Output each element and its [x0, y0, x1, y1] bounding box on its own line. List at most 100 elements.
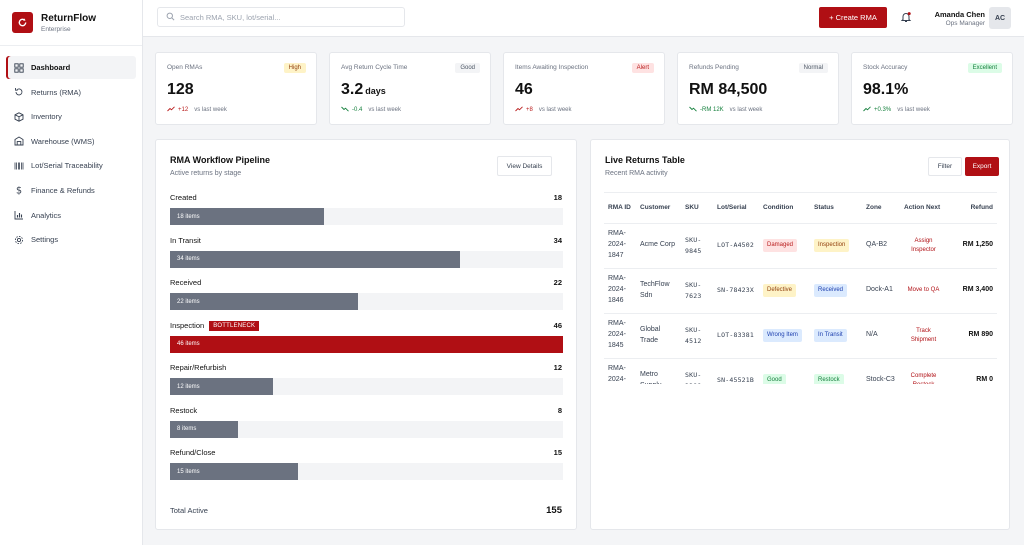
customer-cell: TechFlow Sdn [636, 268, 681, 314]
returns-table-wrap[interactable]: RMA ID Customer SKU Lot/Serial Condition Stat… [604, 192, 997, 384]
stage-name: Restock [170, 405, 198, 415]
pipeline-title: RMA Workflow Pipeline [170, 155, 271, 165]
next-action-link[interactable]: Track Shipment [910, 328, 937, 343]
stage-bar-inspection[interactable]: 46 items [170, 335, 563, 353]
rma-id-cell-text: RMA-2024-1845 [608, 320, 626, 349]
kpi-value: 98.1% [863, 81, 908, 99]
condition-badge: Good [763, 374, 786, 384]
returns-subtitle: Recent RMA activity [605, 170, 668, 177]
user-role: Ops Manager [945, 20, 985, 27]
sidebar-item-finance-refunds[interactable]: $ Finance & Refunds [6, 179, 136, 202]
column-header: Status [810, 193, 862, 224]
stage-bar-in-transit[interactable]: 34 items [170, 250, 460, 268]
condition-cell: Damaged [759, 223, 810, 269]
dashboard-icon [14, 62, 24, 73]
stage-bar-repair-refurbish[interactable]: 12 items [170, 378, 273, 395]
total-active-value: 155 [546, 505, 562, 516]
status-cell: Inspection [810, 223, 862, 269]
sku-cell-text: SKU-3389 [685, 371, 702, 384]
stage-name: Created [170, 193, 197, 202]
kpi-title: Refunds Pending [689, 64, 739, 71]
create-rma-button[interactable]: + Create RMA [819, 7, 887, 28]
action-cell: Assign Inspector [900, 223, 947, 269]
sidebar-item-inventory[interactable]: Inventory [6, 105, 136, 128]
sidebar-item-analytics[interactable]: Analytics [6, 204, 136, 227]
rma-id-cell-text: RMA-2024-1844 [608, 365, 626, 384]
kpi-compare: vs last week [194, 107, 227, 113]
kpi-delta: -0.4 vs last week [341, 106, 401, 114]
kpi-compare: vs last week [538, 107, 572, 113]
kpi-value-number: 98.1% [863, 81, 909, 98]
kpi-delta-value: -RM 12K [700, 107, 724, 113]
sidebar-item-settings[interactable]: Settings [6, 228, 136, 251]
kpi-title: Stock Accuracy [863, 64, 908, 71]
stage-bar-track: 34 items [170, 250, 563, 268]
sidebar-item-label: Returns (RMA) [31, 87, 82, 97]
returns-panel: Live Returns Table Recent RMA activity F… [590, 139, 1010, 530]
status-badge: Normal [798, 63, 828, 73]
stage-bar-created[interactable]: 18 items [170, 208, 324, 225]
stage-name: Refund/Close [170, 448, 216, 457]
stage-label-inspection: Inspection BOTTLENECK [170, 320, 260, 331]
column-header: Action Next [900, 193, 947, 224]
lot-serial-cell-text: LOT-A4502 [717, 241, 755, 250]
condition-badge: Defective [763, 284, 797, 297]
kpi-compare: vs last week [368, 107, 402, 113]
filter-button[interactable]: Filter [928, 157, 962, 176]
export-button[interactable]: Export [965, 157, 999, 176]
rma-id-cell: RMA-2024-1847 [604, 223, 636, 269]
stage-label-refund-close: Refund/Close [170, 448, 215, 457]
kpi-delta-value: -0.4 [352, 107, 363, 113]
status-badge: In Transit [814, 329, 847, 342]
trend-down-icon [341, 106, 349, 114]
stage-bar-received[interactable]: 22 items [170, 293, 358, 310]
search-input[interactable] [180, 12, 390, 22]
stage-bar-track: 22 items [170, 293, 563, 310]
table-row[interactable]: RMA-2024-1844 Metro Supply SKU-3389 SN-4552… [604, 358, 997, 384]
avatar[interactable]: AC [989, 7, 1011, 29]
stage-count: 18 [553, 193, 562, 202]
stage-count: 12 [553, 363, 562, 372]
next-action-link[interactable]: Assign Inspector [911, 238, 936, 253]
lot-serial-cell-text: LOT-83381 [717, 331, 755, 340]
kpi-delta: +8 vs last week [515, 106, 572, 114]
zone-cell-text: Dock-A1 [866, 286, 893, 294]
returns-title: Live Returns Table [605, 155, 685, 165]
kpi-delta-value: +8 [526, 107, 533, 113]
status-badge: Inspection [814, 239, 850, 252]
table-row[interactable]: RMA-2024-1845 Global Trade SKU-4512 LOT-833… [604, 313, 997, 359]
lot-serial-cell: SN-45521B [713, 358, 759, 384]
action-cell: Move to QA [900, 268, 947, 314]
stage-bar-track: 15 items [170, 463, 563, 480]
sidebar-item-lot-serial-traceability[interactable]: Lot/Serial Traceability [6, 154, 136, 177]
kpi-card: Refunds Pending Normal RM 84,500 -RM 12K vs … [677, 52, 839, 125]
view-details-button[interactable]: View Details [497, 156, 552, 176]
condition-cell: Wrong Item [759, 313, 810, 359]
sku-cell: SKU-4512 [681, 313, 713, 359]
kpi-value-number: 46 [515, 81, 533, 98]
bell-icon[interactable] [900, 11, 912, 23]
kpi-value-number: RM 84,500 [689, 81, 768, 98]
column-header: SKU [681, 193, 713, 224]
kpi-compare: vs last week [897, 107, 930, 113]
returns-icon [14, 87, 24, 97]
table-row[interactable]: RMA-2024-1846 TechFlow Sdn SKU-7623 SN-7842… [604, 268, 997, 314]
stage-count: 46 [553, 320, 562, 330]
stage-bar-restock[interactable]: 8 items [170, 420, 238, 438]
kpi-value: 3.2 days [341, 81, 386, 99]
sidebar-item-warehouse-wms[interactable]: Warehouse (WMS) [6, 130, 136, 153]
lot-serial-cell-text: SN-78423X [717, 286, 755, 295]
next-action-link[interactable]: Move to QA [907, 287, 940, 294]
kpi-value: 46 [515, 81, 533, 99]
stage-name: Inspection [170, 321, 205, 330]
customer-cell: Global Trade [636, 313, 681, 359]
sidebar-item-returns-rma[interactable]: Returns (RMA) [6, 81, 136, 104]
zone-cell: QA-B2 [862, 223, 900, 269]
stage-count: 8 [557, 405, 562, 415]
next-action-link[interactable]: Complete Restock [910, 373, 937, 384]
stage-count: 22 [553, 278, 562, 287]
sidebar-item-dashboard[interactable]: Dashboard [6, 56, 136, 79]
table-row[interactable]: RMA-2024-1847 Acme Corp SKU-9845 LOT-A4502 D… [604, 223, 997, 269]
zone-cell: Dock-A1 [862, 268, 900, 314]
stage-bar-refund-close[interactable]: 15 items [170, 463, 298, 480]
